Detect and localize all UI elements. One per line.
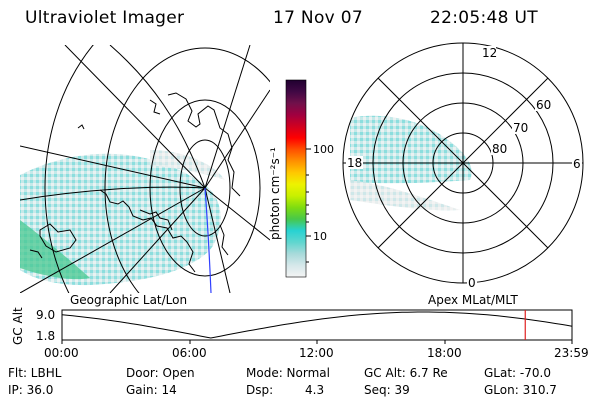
status-door: Door: Open <box>126 366 195 380</box>
orbit-x-tick-1800: 18:00 <box>427 346 462 360</box>
orbit-altitude-plot: Geographic Lat/Lon Apex MLat/MLT 9.0 1.8… <box>11 293 573 345</box>
coastlines <box>29 92 241 273</box>
colorbar-scale <box>285 79 307 278</box>
status-flt: Flt: LBHL <box>8 366 62 380</box>
status-mode: Mode: Normal <box>246 366 330 380</box>
status-dsp-label: Dsp: <box>246 383 274 397</box>
orbit-x-tick-0000: 00:00 <box>44 346 79 360</box>
orbit-x-tick-0600: 06:00 <box>172 346 207 360</box>
mlt-6-label: 6 <box>573 157 581 171</box>
app-title: Ultraviolet Imager <box>25 8 185 28</box>
altitude-curve <box>61 311 573 339</box>
mlt-12-label: 12 <box>482 46 497 60</box>
status-gain: Gain: 14 <box>126 383 177 397</box>
colorbar-unit-label: photon cm⁻²s⁻¹ <box>268 147 282 240</box>
satellite-track <box>204 187 212 293</box>
geographic-map <box>20 45 270 293</box>
emission-region <box>20 153 221 286</box>
geo-map-label: Geographic Lat/Lon <box>70 293 187 307</box>
emission-bright-region <box>20 220 90 280</box>
orbit-x-tick-2359: 23:59 <box>554 346 589 360</box>
orbit-y-label: GC Alt <box>11 307 25 345</box>
polar-emission-faint <box>350 180 460 211</box>
colorbar-tick-10: 10 <box>313 230 327 243</box>
meridian-grid <box>20 45 270 293</box>
mlt-0-label: 0 <box>468 276 476 290</box>
colorbar: 100 10 photon cm⁻²s⁻¹ <box>268 79 334 278</box>
status-dsp-value: 4.3 <box>305 383 325 397</box>
time-label: 22:05:48 UT <box>430 8 538 28</box>
status-seq: Seq: 39 <box>364 383 410 397</box>
latitude-grid <box>44 45 270 293</box>
colorbar-tick-100: 100 <box>313 143 334 156</box>
polar-plot: 12 18 6 0 60 70 80 <box>342 42 584 290</box>
mag-map-label: Apex MLat/MLT <box>428 293 518 307</box>
status-glon: GLon: 310.7 <box>484 383 557 397</box>
lat-80-label: 80 <box>492 142 507 156</box>
status-ip: IP: 36.0 <box>8 383 54 397</box>
lat-70-label: 70 <box>513 121 528 135</box>
orbit-x-tick-1200: 12:00 <box>299 346 334 360</box>
status-glat: GLat: -70.0 <box>484 366 551 380</box>
orbit-y-top: 9.0 <box>36 308 55 322</box>
orbit-y-bottom: 1.8 <box>36 329 55 343</box>
status-gcalt: GC Alt: 6.7 Re <box>364 366 448 380</box>
date-label: 17 Nov 07 <box>273 8 363 28</box>
polar-emission-region <box>350 115 472 184</box>
lat-60-label: 60 <box>536 98 551 112</box>
emission-faint-region <box>150 150 225 180</box>
mlt-18-label: 18 <box>347 156 362 170</box>
